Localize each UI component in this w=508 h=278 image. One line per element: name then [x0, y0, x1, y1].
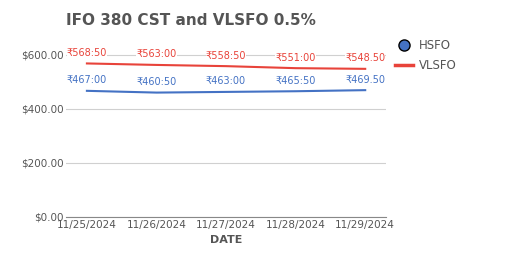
- Text: ₹548.50: ₹548.50: [345, 53, 385, 63]
- Text: IFO 380 CST and VLSFO 0.5%: IFO 380 CST and VLSFO 0.5%: [66, 13, 316, 28]
- Text: ₹467:00: ₹467:00: [67, 75, 107, 85]
- Text: ₹465:50: ₹465:50: [275, 76, 316, 86]
- Text: ₹460:50: ₹460:50: [136, 77, 177, 87]
- Text: ₹568:50: ₹568:50: [67, 48, 107, 58]
- Text: ₹551:00: ₹551:00: [275, 53, 316, 63]
- Legend: HSFO, VLSFO: HSFO, VLSFO: [395, 39, 457, 72]
- Text: ₹463:00: ₹463:00: [206, 76, 246, 86]
- Text: ₹563:00: ₹563:00: [136, 49, 177, 59]
- Text: ₹469.50: ₹469.50: [345, 75, 385, 85]
- Text: ₹558:50: ₹558:50: [206, 51, 246, 61]
- X-axis label: DATE: DATE: [210, 235, 242, 245]
